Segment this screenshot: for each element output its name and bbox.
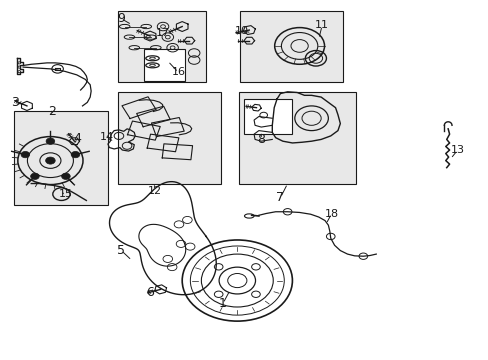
Bar: [117, 92, 220, 184]
Circle shape: [61, 173, 70, 180]
Bar: [238, 92, 355, 184]
Circle shape: [45, 157, 55, 164]
Bar: [143, 49, 184, 81]
Bar: [117, 12, 206, 82]
Text: 15: 15: [59, 189, 73, 199]
Text: 8: 8: [257, 133, 264, 146]
Text: 9: 9: [117, 12, 124, 25]
Text: 6: 6: [146, 287, 154, 300]
Bar: [15, 111, 108, 205]
Text: 3: 3: [12, 96, 20, 109]
Text: 13: 13: [450, 145, 464, 155]
Text: 7: 7: [276, 191, 284, 204]
Text: 17: 17: [156, 28, 170, 38]
Text: 1: 1: [219, 297, 226, 310]
Circle shape: [46, 138, 55, 144]
Text: 12: 12: [147, 186, 161, 195]
Circle shape: [71, 152, 80, 158]
Text: 10: 10: [235, 26, 248, 36]
Text: 18: 18: [324, 208, 338, 219]
Text: 11: 11: [314, 21, 328, 31]
Text: 14: 14: [99, 132, 113, 142]
Text: 4: 4: [74, 132, 81, 145]
Text: 16: 16: [171, 67, 185, 77]
Circle shape: [21, 152, 30, 158]
Text: 2: 2: [48, 105, 56, 118]
Text: 5: 5: [117, 244, 125, 257]
Circle shape: [31, 173, 39, 180]
Bar: [239, 12, 342, 82]
Bar: [244, 99, 292, 134]
